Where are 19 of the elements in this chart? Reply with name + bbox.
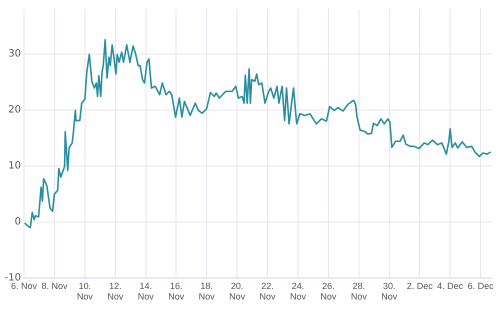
y-tick-label: 0 [14, 216, 21, 228]
x-tick-label: 18. Nov [198, 280, 216, 302]
x-tick-label: 6. Dec [468, 280, 494, 291]
x-tick-label: 26. Nov [320, 280, 337, 302]
x-tick-label: 14. Nov [138, 280, 154, 302]
y-tick-label: 10 [8, 160, 21, 172]
x-tick-label: 2. Dec [406, 280, 434, 291]
x-tick-label: 4. Dec [437, 280, 464, 291]
y-tick-label: 20 [8, 104, 21, 116]
x-tick-label: 12. Nov [107, 280, 124, 302]
x-tick-label: 30. Nov [381, 280, 398, 302]
x-tick-label: 24. Nov [290, 280, 306, 302]
x-tick-label: 28. Nov [350, 280, 368, 302]
x-tick-label: 20. Nov [229, 280, 246, 302]
x-tick-label: 8. Nov [41, 280, 68, 291]
x-tick-label: 10. Nov [76, 280, 94, 302]
x-tick-label: 16. Nov [168, 280, 185, 302]
x-tick-label: 22. Nov [260, 280, 276, 302]
y-tick-label: 30 [8, 48, 21, 60]
